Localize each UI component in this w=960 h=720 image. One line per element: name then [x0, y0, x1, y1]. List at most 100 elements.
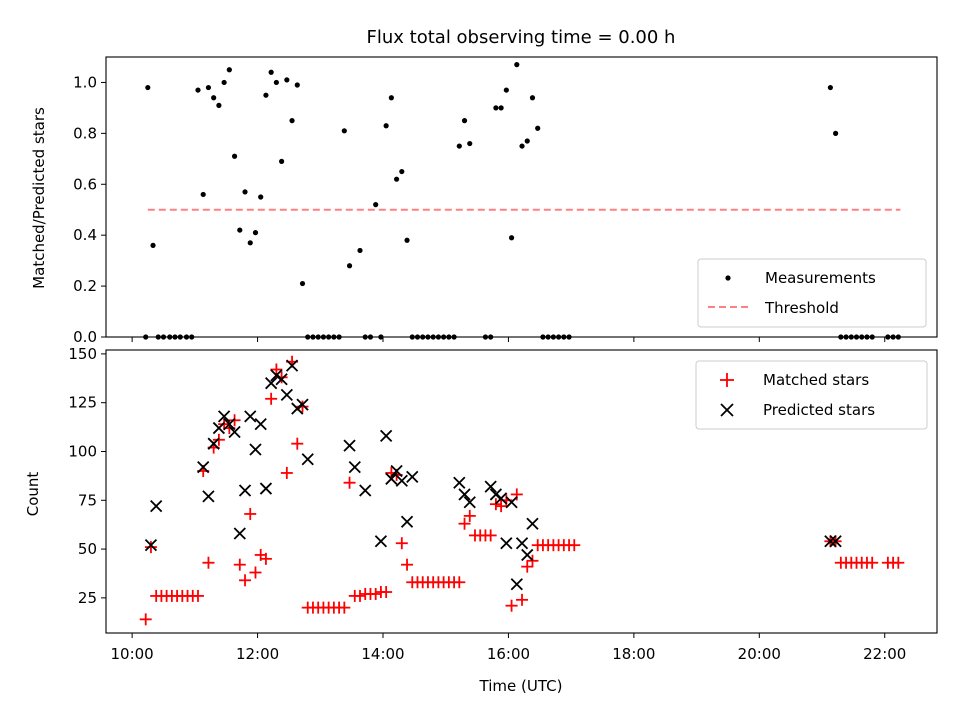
measurement-point: [833, 130, 839, 136]
measurement-point: [211, 95, 217, 101]
predicted-star-marker: [374, 535, 388, 548]
measurement-point: [268, 69, 274, 75]
measurement-point: [205, 84, 212, 91]
predicted-star-marker: [348, 460, 361, 474]
measurement-point: [393, 176, 400, 182]
predicted-star-marker: [489, 488, 503, 501]
matched-star-marker: [212, 433, 225, 446]
matched-star-marker: [463, 509, 476, 522]
top-y-ticks: 0.0 0.2 0.4 0.6 0.8 1.0: [73, 73, 106, 346]
measurement-point: [346, 263, 353, 269]
predicted-star-marker: [824, 535, 837, 548]
measurement-point: [279, 158, 285, 164]
bottom-x-tick-label: 20:00: [738, 645, 781, 663]
measurement-point: [273, 79, 279, 86]
measurement-point: [388, 95, 394, 101]
predicted-star-marker: [207, 437, 220, 450]
top-y-tick-label: 0.0: [73, 328, 97, 346]
bottom-x-ticks: 10:00 12:00 14:00 16:00 18:00 20:00 22:00: [111, 633, 906, 663]
top-y-tick-label: 1.0: [73, 73, 97, 91]
predicted-star-marker: [233, 527, 246, 540]
measurement-point: [524, 138, 530, 144]
bottom-legend: Matched stars Predicted stars: [695, 360, 928, 430]
measurement-point: [404, 237, 410, 243]
measurement-point: [289, 118, 295, 124]
predicted-star-marker: [521, 548, 534, 562]
measurement-point: [508, 235, 515, 241]
bottom-y-axis-label: Count: [24, 472, 42, 517]
measurement-point: [195, 87, 201, 93]
matched-star-marker: [280, 466, 293, 479]
predicted-star-marker: [223, 418, 236, 431]
top-panel-title: Flux total observing time = 0.00 h: [367, 27, 676, 48]
matched-star-marker: [191, 589, 204, 602]
matched-star-marker: [516, 593, 529, 606]
predicted-star-marker: [458, 488, 471, 501]
measurement-point: [503, 87, 509, 93]
predicted-star-marker: [484, 480, 497, 493]
measurement-point: [357, 247, 363, 254]
matched-star-marker: [401, 558, 414, 571]
predicted-star-marker: [515, 537, 529, 550]
bottom-y-tick-label: 75: [78, 491, 97, 509]
predicted-star-marker: [150, 500, 163, 513]
legend-predicted-marker: [720, 403, 734, 417]
bottom-y-ticks: 25 50 75 100 125 150: [68, 345, 106, 607]
top-legend-box: [697, 258, 927, 328]
measurement-point: [242, 189, 248, 195]
predicted-star-marker: [395, 474, 408, 487]
matched-star-marker: [484, 529, 497, 542]
predicted-star-marker: [453, 476, 466, 489]
matched-star-marker: [568, 539, 581, 552]
predicted-star-marker: [500, 537, 513, 550]
bottom-y-tick-label: 25: [78, 589, 97, 607]
matched-star-marker: [892, 556, 905, 569]
bottom-x-tick-label: 10:00: [111, 645, 154, 663]
measurement-point: [827, 84, 833, 91]
matched-star-marker: [259, 552, 272, 565]
matched-star-marker: [139, 613, 152, 626]
matched-star-marker: [458, 517, 471, 530]
predicted-star-marker: [296, 398, 309, 411]
matched-star-marker: [505, 599, 518, 612]
measurement-point: [461, 118, 468, 124]
matched-star-marker: [489, 498, 502, 511]
measurement-point: [221, 79, 227, 86]
measurement-point: [237, 227, 243, 233]
matched-star-marker: [526, 554, 539, 567]
predicted-star-marker: [217, 410, 231, 423]
matched-star-marker: [395, 537, 408, 550]
predicted-star-marker: [249, 443, 262, 456]
bottom-x-tick-label: 12:00: [236, 645, 279, 663]
top-y-tick-label: 0.6: [73, 175, 97, 193]
bottom-x-tick-label: 14:00: [361, 645, 404, 663]
predicted-star-marker: [265, 377, 278, 390]
legend-matched-label: Matched stars: [763, 371, 869, 389]
predicted-star-marker: [406, 470, 419, 483]
matched-star-marker: [453, 576, 466, 589]
measurement-point: [299, 280, 306, 287]
measurement-point: [535, 125, 541, 131]
measurement-point: [493, 105, 499, 111]
predicted-star-marker: [291, 402, 304, 415]
bottom-legend-box: [695, 360, 928, 430]
predicted-star-marker: [212, 421, 226, 435]
predicted-star-marker: [280, 388, 293, 402]
predicted-star-marker: [275, 373, 288, 386]
bottom-x-tick-label: 16:00: [487, 645, 530, 663]
predicted-star-marker: [244, 410, 257, 423]
legend-predicted-label: Predicted stars: [763, 401, 875, 419]
predicted-star-marker: [379, 429, 393, 443]
measurement-point: [216, 102, 222, 108]
predicted-star-marker: [359, 484, 372, 497]
matched-star-marker: [265, 392, 278, 405]
top-y-tick-label: 0.8: [73, 124, 97, 142]
measurement-point: [373, 202, 379, 208]
measurement-point: [226, 67, 232, 73]
predicted-star-marker: [526, 517, 539, 530]
legend-measurements-label: Measurements: [765, 269, 876, 287]
matched-star-marker: [239, 574, 252, 587]
matched-star-marker: [338, 601, 351, 614]
measurement-point: [284, 77, 290, 83]
matched-star-marker: [249, 566, 262, 579]
